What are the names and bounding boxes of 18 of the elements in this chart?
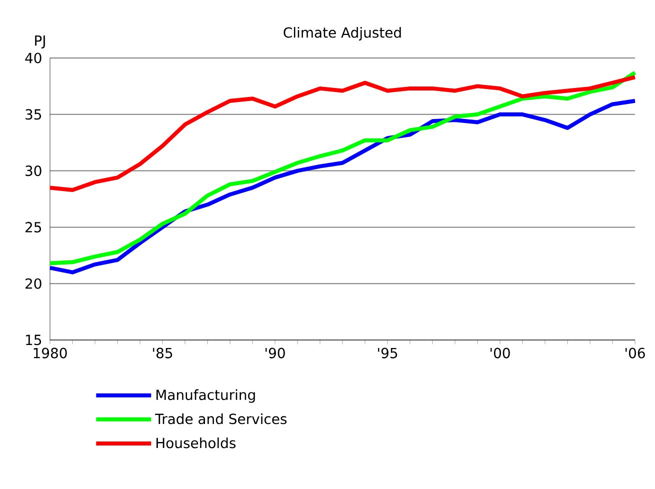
legend-label: Manufacturing [156, 389, 255, 403]
y-tick-label: 40 [25, 52, 42, 64]
x-tick-label: '90 [266, 348, 285, 358]
legend-label: Households [156, 437, 236, 448]
x-tick-label: '06 [626, 348, 645, 358]
chart-title: Climate Adjusted [284, 27, 401, 41]
y-tick-label: 15 [26, 334, 42, 346]
y-tick-label: 20 [26, 278, 42, 289]
y-axis-title: PJ [35, 36, 45, 48]
x-tick-label: '95 [378, 348, 398, 358]
x-tick-label: '85 [153, 348, 172, 358]
legend-label: Trade and Services [155, 413, 287, 424]
x-tick-label: '00 [490, 348, 510, 358]
y-tick-label: 30 [26, 166, 42, 176]
line-series [48, 75, 637, 192]
y-tick-label: 35 [26, 109, 42, 120]
y-tick-label: 25 [26, 222, 42, 232]
x-tick-label: 1980 [34, 348, 67, 358]
